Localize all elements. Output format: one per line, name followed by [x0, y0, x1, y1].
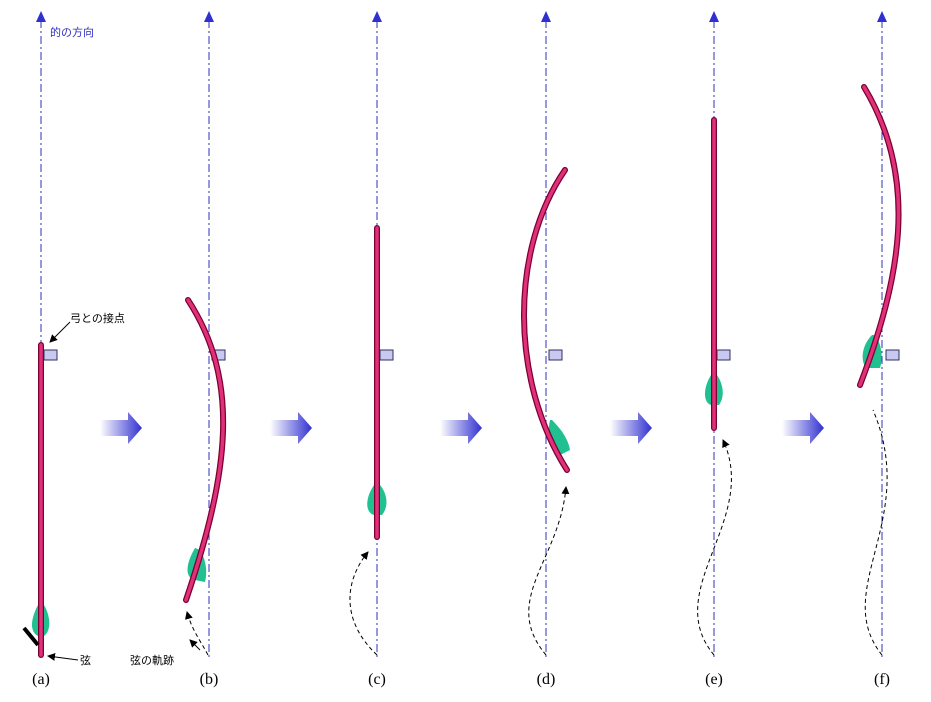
- bow-contact-label: 弓との接点: [70, 312, 125, 325]
- axis-head: [709, 11, 719, 22]
- axis-head: [372, 11, 382, 22]
- panel-label: (f): [874, 671, 890, 688]
- arrows: [38, 84, 902, 658]
- panel-label: (e): [705, 671, 723, 688]
- axis-head: [204, 11, 214, 22]
- string-trails: [185, 409, 888, 656]
- panel-label: (c): [368, 671, 386, 688]
- panel-label: (a): [32, 671, 50, 688]
- fletchings: [32, 335, 882, 636]
- string-path-label: 弦の軌跡: [130, 653, 174, 667]
- string-label: 弦: [80, 653, 91, 667]
- panel-label: (d): [537, 671, 556, 688]
- target-direction-label: 的の方向: [50, 25, 94, 39]
- axes: [36, 11, 887, 660]
- axis-head: [541, 11, 551, 22]
- axis-head: [877, 11, 887, 22]
- axis-head: [36, 11, 46, 22]
- flow-arrows: [100, 412, 824, 444]
- arrow-rests: [43, 349, 900, 361]
- callouts: [22, 321, 201, 661]
- panel-label: (b): [200, 671, 219, 688]
